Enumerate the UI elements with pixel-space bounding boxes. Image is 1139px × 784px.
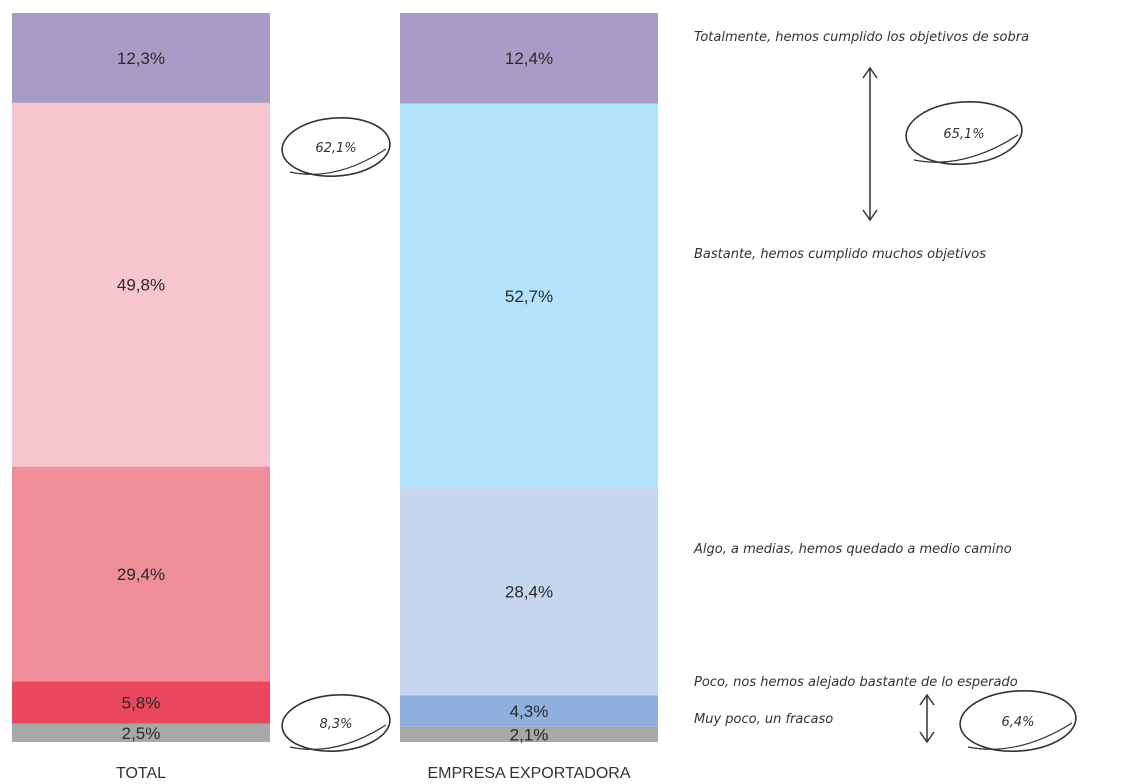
bar-segment-empresa-exportadora-2 [400,695,658,727]
callout-total-bottom-ellipse [281,694,391,752]
bar-segment-empresa-exportadora-5 [400,13,658,104]
legend-item-4: Bastante, hemos cumplido muchos objetivo… [694,247,986,262]
data-label-empresa-exportadora-4: 52,7% [505,287,553,306]
bar-segment-empresa-exportadora-1 [400,726,658,742]
callout-export-bottom-ellipse [959,690,1077,752]
legend-item-1: Muy poco, un fracaso [694,712,833,727]
legend-item-3: Algo, a medias, hemos quedado a medio ca… [693,542,1012,557]
data-label-total-5: 12,3% [117,49,165,68]
bar-segment-empresa-exportadora-3 [400,488,658,696]
callout-total-top-stroke [289,148,387,175]
data-label-empresa-exportadora-5: 12,4% [505,49,553,68]
bar-segment-total-4 [12,102,270,467]
category-label-empresa-exportadora: EMPRESA EXPORTADORA [427,765,630,782]
double-arrow-bottom-icon [919,693,935,744]
callout-export-top-text: 65,1% [943,127,984,142]
data-label-total-2: 5,8% [122,694,161,713]
callout-export-top-stroke [913,134,1019,163]
data-label-total-4: 49,8% [117,276,165,295]
data-label-empresa-exportadora-2: 4,3% [510,702,549,721]
callout-total-bottom-text: 8,3% [319,717,352,732]
bar-segment-total-1 [12,723,270,742]
data-label-total-1: 2,5% [122,724,161,743]
callout-export-bottom-stroke [967,722,1073,750]
bar-segment-total-2 [12,681,270,724]
callout-total-bottom-stroke [289,724,387,750]
callout-total-top-ellipse [281,117,391,177]
callout-total-top-text: 62,1% [315,141,356,156]
data-label-empresa-exportadora-3: 28,4% [505,583,553,602]
data-label-total-3: 29,4% [117,565,165,584]
category-label-total: TOTAL [116,765,166,782]
data-label-empresa-exportadora-1: 2,1% [510,725,549,744]
bar-segment-empresa-exportadora-4 [400,103,658,489]
double-arrow-top-icon [862,66,878,222]
bar-segment-total-5 [12,13,270,103]
legend-item-5: Totalmente, hemos cumplido los objetivos… [694,30,1029,45]
callout-export-top-ellipse [905,101,1023,165]
bar-segment-total-3 [12,466,270,682]
legend-item-2: Poco, nos hemos alejado bastante de lo e… [694,675,1018,690]
callout-export-bottom-text: 6,4% [1001,715,1034,730]
